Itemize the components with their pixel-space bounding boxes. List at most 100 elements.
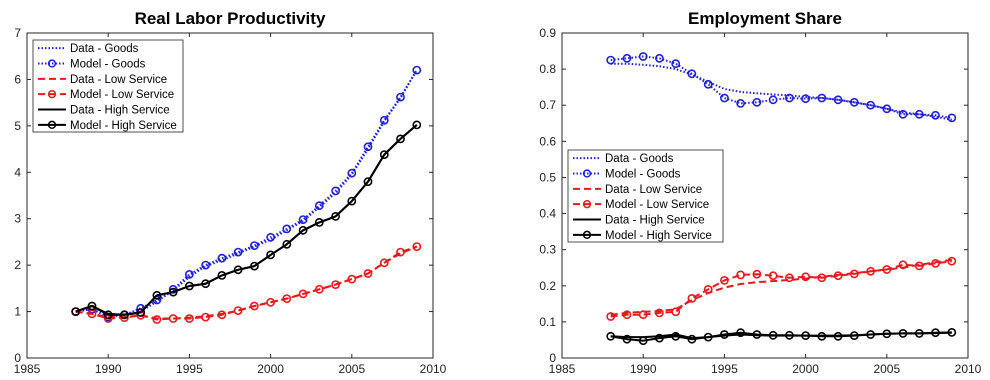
data-point <box>266 297 275 307</box>
data-point <box>136 308 146 317</box>
data-point <box>314 201 324 211</box>
data-point <box>720 330 729 339</box>
data-point <box>768 271 778 281</box>
data-point <box>363 142 373 152</box>
series-line-5 <box>75 124 418 316</box>
data-point <box>71 307 81 316</box>
data-point <box>622 334 632 344</box>
y-tick-label: 0.3 <box>539 243 556 257</box>
data-point <box>671 59 681 69</box>
data-point <box>947 256 957 266</box>
data-point <box>298 215 308 224</box>
x-tick-label: 1985 <box>14 362 41 376</box>
data-point <box>703 284 713 294</box>
data-point <box>817 93 827 103</box>
data-point <box>412 242 422 251</box>
legend-label-6: Model - High Service <box>605 230 712 242</box>
y-tick-label: 0 <box>549 351 556 365</box>
data-point <box>331 280 340 289</box>
data-point <box>638 52 648 61</box>
y-tick-label: 0.2 <box>539 279 556 293</box>
legend: Data - Goods Model - Goods Data - Low Serv… <box>32 39 184 133</box>
data-point <box>282 239 292 249</box>
data-point <box>655 308 664 318</box>
data-point <box>687 293 697 303</box>
data-point <box>768 330 778 340</box>
data-point <box>622 310 632 320</box>
y-tick-label: 0.1 <box>539 315 556 329</box>
data-point <box>703 79 713 89</box>
data-point <box>801 94 810 104</box>
data-point <box>606 331 616 341</box>
data-point <box>638 310 648 320</box>
y-tick-label: 2 <box>14 258 21 272</box>
x-tick-label: 1990 <box>95 362 122 376</box>
data-point <box>849 269 859 279</box>
data-point <box>671 331 681 341</box>
data-point <box>801 272 810 282</box>
legend-label-4: Model - Low Service <box>605 199 709 211</box>
data-point <box>833 271 843 281</box>
data-point <box>331 186 340 196</box>
data-point <box>655 53 664 63</box>
legend-label-1: Data - Goods <box>70 43 139 55</box>
chart-title: Employment Share <box>688 9 842 28</box>
data-point <box>866 330 875 339</box>
data-point <box>249 241 259 250</box>
y-tick-label: 0.5 <box>539 170 556 184</box>
data-point <box>396 134 405 144</box>
data-point <box>120 310 129 320</box>
data-point <box>898 260 908 270</box>
data-point <box>622 53 632 63</box>
x-tick-label: 2010 <box>955 362 982 376</box>
y-tick-label: 0.8 <box>539 62 556 76</box>
data-point <box>233 265 243 275</box>
data-point <box>914 261 924 271</box>
plot-frame <box>26 32 434 359</box>
data-point <box>168 314 178 323</box>
data-point <box>736 99 745 108</box>
data-point <box>396 247 405 257</box>
data-point <box>638 336 648 346</box>
data-point <box>866 100 875 110</box>
data-point <box>298 289 308 299</box>
data-point <box>396 92 405 102</box>
data-point <box>785 330 794 340</box>
x-tick-label: 2005 <box>873 362 900 376</box>
series-line-2 <box>75 69 418 319</box>
data-point <box>363 269 373 278</box>
data-point <box>606 312 616 321</box>
data-point <box>752 97 762 107</box>
data-point <box>282 294 292 303</box>
data-point <box>833 95 843 105</box>
data-point <box>266 232 275 242</box>
y-tick-label: 0.7 <box>539 98 556 112</box>
data-point <box>736 270 745 280</box>
data-point <box>201 260 210 270</box>
data-point <box>379 150 389 159</box>
legend-marker <box>582 230 592 239</box>
series-line-4 <box>610 260 952 318</box>
data-point <box>298 225 308 235</box>
data-point <box>314 217 324 227</box>
data-point <box>606 55 616 65</box>
data-point <box>914 109 924 119</box>
data-point <box>347 196 357 206</box>
data-point <box>379 258 389 268</box>
y-tick-label: 6 <box>14 72 21 86</box>
series-line-4 <box>75 245 418 321</box>
series-line-6 <box>610 331 952 342</box>
chart-title: Real Labor Productivity <box>135 9 326 28</box>
data-point <box>363 177 373 186</box>
data-point <box>736 328 745 338</box>
legend-label-2: Model - Goods <box>70 59 146 71</box>
legend-marker <box>47 90 57 99</box>
data-point <box>947 113 957 123</box>
data-point <box>947 327 957 337</box>
data-point <box>282 224 292 234</box>
legend-label-2: Model - Goods <box>605 169 681 181</box>
data-point <box>217 310 227 320</box>
series-line-2 <box>610 55 952 119</box>
x-tick-label: 1990 <box>630 362 657 376</box>
data-point <box>152 290 162 300</box>
